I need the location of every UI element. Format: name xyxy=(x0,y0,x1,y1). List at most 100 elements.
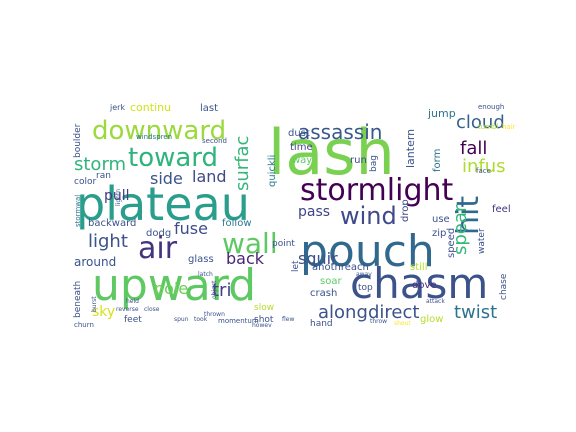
cloud-word: color xyxy=(74,177,96,187)
cloud-word: wall xyxy=(222,227,278,260)
cloud-word: throw xyxy=(370,318,387,325)
cloud-word: face xyxy=(476,167,491,175)
cloud-word: spun xyxy=(174,316,189,323)
cloud-word: use xyxy=(432,214,450,225)
cloud-word: ran xyxy=(96,171,111,181)
cloud-word: fuse xyxy=(174,219,208,238)
cloud-word: shout xyxy=(394,320,411,327)
cloud-word: object xyxy=(211,280,218,299)
cloud-word: along xyxy=(318,302,368,323)
cloud-word: run xyxy=(350,155,367,166)
cloud-word: dodg xyxy=(146,228,171,239)
cloud-word: upward xyxy=(92,260,256,311)
cloud-word: took xyxy=(194,316,208,323)
cloud-word: jerk xyxy=(109,103,125,112)
cloud-word: hit xyxy=(451,196,486,235)
cloud-word: land xyxy=(192,167,227,186)
cloud-word: squir xyxy=(298,249,338,268)
cloud-word: dove xyxy=(412,280,437,291)
cloud-word: last xyxy=(200,103,218,114)
cloud-word: way xyxy=(292,155,312,166)
cloud-word: feet xyxy=(124,315,142,325)
cloud-word: around xyxy=(74,255,116,269)
cloud-word: crash xyxy=(310,288,337,299)
cloud-word: enough xyxy=(478,103,504,111)
cloud-word: direct xyxy=(368,302,419,323)
cloud-word: bag xyxy=(369,155,379,172)
cloud-word: plateau xyxy=(76,177,250,231)
cloud-word: twist xyxy=(454,302,497,323)
cloud-word: pass xyxy=(298,204,330,220)
cloud-word: point xyxy=(272,239,295,249)
cloud-word: assassin xyxy=(298,120,382,144)
cloud-word: continu xyxy=(130,101,171,114)
cloud-word: quickli xyxy=(267,155,278,187)
cloud-word: lash xyxy=(268,116,395,189)
cloud-word: sky xyxy=(92,304,115,320)
cloud-word: hair xyxy=(502,123,516,131)
cloud-word: held xyxy=(126,298,139,305)
cloud-word: form xyxy=(432,149,443,172)
cloud-word: latch xyxy=(198,271,213,278)
cloud-word: zip xyxy=(432,228,446,239)
cloud-word: dust xyxy=(288,128,310,139)
cloud-word: time xyxy=(290,142,313,153)
cloud-word: close xyxy=(144,306,160,313)
cloud-word: spear xyxy=(450,204,471,255)
cloud-word: surfac xyxy=(232,136,253,191)
cloud-word: reverse xyxy=(116,306,139,313)
cloud-word: lantern xyxy=(404,129,417,168)
cloud-word: backward xyxy=(88,218,136,229)
cloud-word: boulder xyxy=(73,123,83,158)
cloud-word: chasm xyxy=(350,259,488,308)
cloud-word: chase xyxy=(499,273,509,300)
cloud-word: anothreach xyxy=(312,262,369,273)
cloud-word: slow xyxy=(254,303,274,313)
cloud-word: away xyxy=(356,271,372,278)
cloud-word: storm xyxy=(74,154,126,175)
cloud-word: pouch xyxy=(300,226,435,277)
cloud-word: pull xyxy=(104,188,130,204)
cloud-word: shot xyxy=(254,315,274,325)
cloud-word: light xyxy=(88,231,128,252)
cloud-word: pole xyxy=(154,279,188,298)
cloud-word: speed xyxy=(446,228,457,258)
cloud-word: hand xyxy=(310,319,333,329)
cloud-word: downward xyxy=(92,116,226,146)
cloud-word: lightn xyxy=(115,189,122,206)
cloud-word: follow xyxy=(222,218,252,229)
cloud-word: infus xyxy=(462,156,506,177)
cloud-word: top xyxy=(358,283,373,293)
cloud-word: cloud xyxy=(456,112,505,133)
cloud-word: back xyxy=(226,249,265,268)
cloud-word: let xyxy=(291,260,301,272)
cloud-word: side xyxy=(150,169,183,188)
cloud-word: water xyxy=(477,228,487,254)
cloud-word: stormlight xyxy=(300,173,454,208)
cloud-word: soar xyxy=(320,276,342,287)
cloud-word: glow xyxy=(420,314,443,325)
cloud-word: stormwal xyxy=(74,195,82,227)
cloud-word: jump xyxy=(427,107,456,120)
cloud-word: drop xyxy=(400,199,411,222)
cloud-word: feel xyxy=(492,204,511,215)
cloud-word: churn xyxy=(74,321,94,329)
cloud-word: tumbl xyxy=(478,123,498,131)
cloud-word: beneath xyxy=(73,281,83,318)
cloud-word: flew xyxy=(282,316,294,323)
cloud-word: thrown xyxy=(204,311,225,318)
cloud-word: fall xyxy=(460,138,487,159)
cloud-word: burst xyxy=(91,296,98,312)
cloud-word: air xyxy=(138,231,178,266)
cloud-word: windspren xyxy=(136,133,172,141)
cloud-word: still xyxy=(410,262,427,273)
cloud-word: glass xyxy=(188,254,214,265)
cloud-word: attack xyxy=(426,298,445,305)
cloud-word: momentum xyxy=(218,317,259,325)
cloud-word: tri xyxy=(212,280,231,301)
cloud-word: toward xyxy=(128,143,218,173)
cloud-word: wind xyxy=(340,202,397,230)
cloud-word: second xyxy=(202,137,227,145)
cloud-word: howev xyxy=(252,322,272,329)
